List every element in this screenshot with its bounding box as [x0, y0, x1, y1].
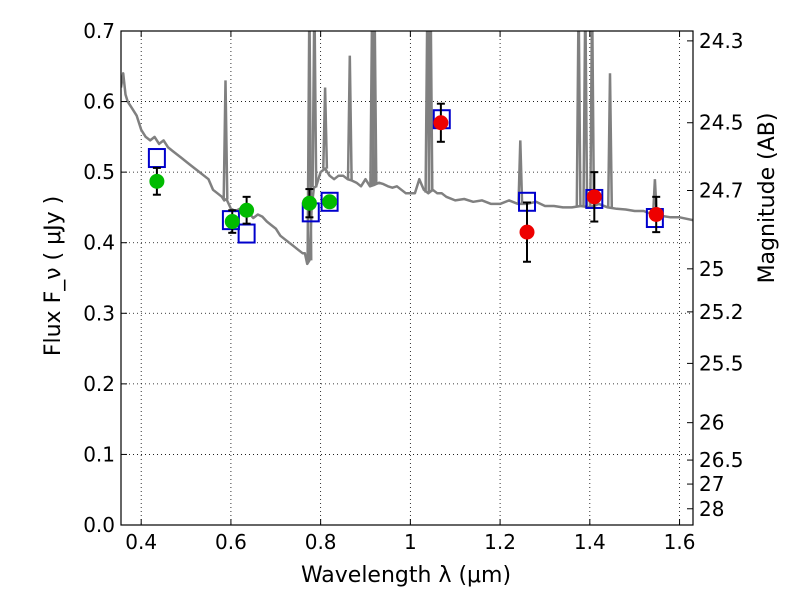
plot-frame: [120, 30, 694, 526]
emission-line-spike: [589, 31, 596, 207]
spectrum-line: [121, 72, 693, 266]
right-tick-label: 27: [699, 472, 724, 496]
green-photometry-point: [149, 173, 165, 189]
y-tick-label: 0.3: [83, 301, 115, 325]
red-photometry-point: [586, 189, 602, 205]
y-tick-label: 0.7: [83, 19, 115, 43]
x-tick-label: 0.6: [215, 530, 247, 554]
y-axis-label: Flux F_ν ( μJy ): [41, 196, 66, 356]
y-tick-label: 0.6: [83, 90, 115, 114]
spectrum-layer: [121, 31, 693, 266]
x-tick-label: 1: [404, 530, 417, 554]
y-axis-label-right: Magnitude (AB): [755, 113, 780, 284]
green-photometry-point: [301, 195, 317, 211]
emission-line-spike: [427, 31, 434, 192]
right-tick-label: 24.5: [699, 111, 744, 135]
green-photometry-point: [239, 202, 255, 218]
x-tick-label: 1.4: [574, 530, 606, 554]
marker-layer: [147, 102, 664, 263]
right-tick-label: 24.7: [699, 178, 744, 202]
emission-line-spike: [346, 55, 353, 180]
model-square-marker: [320, 191, 339, 212]
right-tick-label: 25.5: [699, 351, 744, 375]
right-tick-label: 26: [699, 411, 724, 435]
green-photometry-point: [224, 214, 240, 230]
x-tick-label: 1.2: [484, 530, 516, 554]
y-tick-label: 0.4: [83, 231, 115, 255]
emission-line-spike: [575, 31, 582, 207]
right-tick-label: 26.5: [699, 448, 744, 472]
emission-line-spike: [582, 31, 589, 207]
red-photometry-point: [519, 224, 535, 240]
x-tick-label: 1.6: [664, 530, 696, 554]
emission-line-spike: [222, 80, 229, 200]
grid-layer: [121, 30, 693, 526]
model-square-marker: [237, 223, 256, 244]
emission-line-spike: [311, 31, 318, 188]
right-tick-label: 25: [699, 257, 724, 281]
x-axis-label: Wavelength λ (μm): [301, 563, 511, 588]
tick-layer: 0.4 0.6 0.8 1 1.2 1.4 1.6 0.0 0.1 0.2 0.3 0.4 0.5 0.6…: [83, 19, 743, 554]
y-tick-label: 0.1: [83, 442, 115, 466]
red-photometry-point: [648, 206, 664, 222]
emission-line-spike: [322, 87, 329, 169]
right-tick-label: 25.2: [699, 300, 744, 324]
emission-line-spike: [606, 73, 614, 208]
x-tick-label: 0.4: [125, 530, 157, 554]
emission-line-spike: [371, 31, 378, 185]
right-tick-label: 24.3: [699, 29, 744, 53]
model-square-marker: [147, 148, 166, 169]
red-photometry-point: [433, 115, 449, 131]
emission-line-spike: [517, 140, 524, 204]
emission-line-spike: [306, 31, 313, 261]
y-tick-label: 0.5: [83, 160, 115, 184]
y-tick-label: 0.2: [83, 372, 115, 396]
green-photometry-point: [322, 194, 338, 210]
x-tick-label: 0.8: [305, 530, 337, 554]
right-tick-label: 28: [699, 497, 724, 521]
y-tick-label: 0.0: [83, 513, 115, 537]
